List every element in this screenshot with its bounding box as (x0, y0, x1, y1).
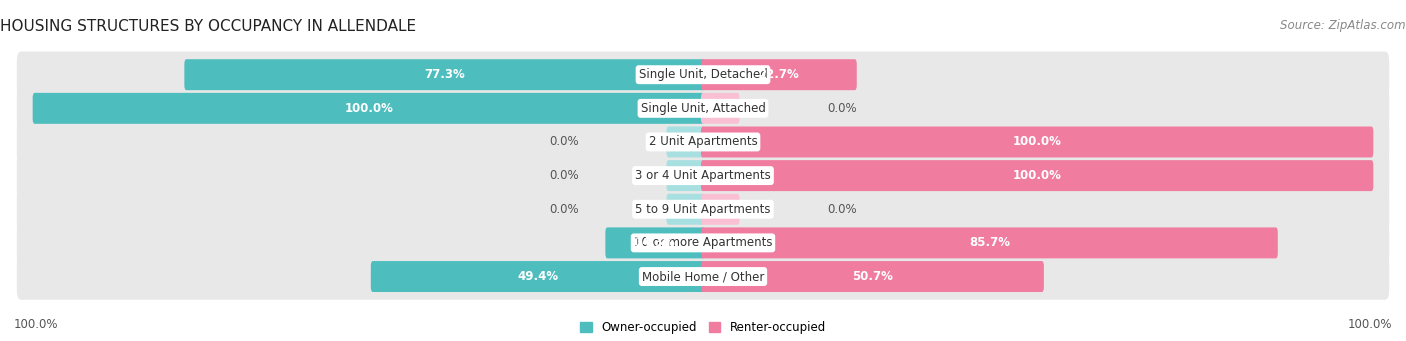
Text: 0.0%: 0.0% (827, 102, 856, 115)
FancyBboxPatch shape (17, 253, 1389, 300)
FancyBboxPatch shape (666, 160, 704, 191)
FancyBboxPatch shape (606, 227, 704, 258)
Text: 0.0%: 0.0% (550, 203, 579, 216)
Text: 100.0%: 100.0% (14, 317, 59, 330)
Text: HOUSING STRUCTURES BY OCCUPANCY IN ALLENDALE: HOUSING STRUCTURES BY OCCUPANCY IN ALLEN… (0, 19, 416, 34)
Text: 0.0%: 0.0% (827, 203, 856, 216)
Text: 3 or 4 Unit Apartments: 3 or 4 Unit Apartments (636, 169, 770, 182)
Text: 85.7%: 85.7% (969, 236, 1010, 249)
FancyBboxPatch shape (17, 152, 1389, 199)
Text: 100.0%: 100.0% (1012, 135, 1062, 148)
Text: 14.3%: 14.3% (634, 236, 676, 249)
Text: 0.0%: 0.0% (550, 169, 579, 182)
Text: Mobile Home / Other: Mobile Home / Other (641, 270, 765, 283)
FancyBboxPatch shape (702, 194, 740, 225)
FancyBboxPatch shape (371, 261, 704, 292)
FancyBboxPatch shape (17, 119, 1389, 165)
Text: 100.0%: 100.0% (1012, 169, 1062, 182)
FancyBboxPatch shape (702, 93, 740, 124)
Text: 100.0%: 100.0% (344, 102, 394, 115)
Text: 22.7%: 22.7% (758, 68, 799, 81)
FancyBboxPatch shape (184, 59, 704, 90)
FancyBboxPatch shape (32, 93, 704, 124)
Text: 2 Unit Apartments: 2 Unit Apartments (648, 135, 758, 148)
FancyBboxPatch shape (666, 194, 704, 225)
FancyBboxPatch shape (666, 127, 704, 158)
Text: Source: ZipAtlas.com: Source: ZipAtlas.com (1279, 19, 1406, 32)
FancyBboxPatch shape (17, 186, 1389, 233)
Text: 10 or more Apartments: 10 or more Apartments (634, 236, 772, 249)
Text: 49.4%: 49.4% (517, 270, 558, 283)
FancyBboxPatch shape (17, 85, 1389, 132)
Text: Single Unit, Detached: Single Unit, Detached (638, 68, 768, 81)
Text: 50.7%: 50.7% (852, 270, 893, 283)
Text: 0.0%: 0.0% (550, 135, 579, 148)
Text: 100.0%: 100.0% (1347, 317, 1392, 330)
FancyBboxPatch shape (702, 227, 1278, 258)
FancyBboxPatch shape (702, 160, 1374, 191)
FancyBboxPatch shape (17, 220, 1389, 266)
Text: 77.3%: 77.3% (425, 68, 465, 81)
FancyBboxPatch shape (17, 51, 1389, 98)
Legend: Owner-occupied, Renter-occupied: Owner-occupied, Renter-occupied (579, 321, 827, 334)
FancyBboxPatch shape (702, 59, 856, 90)
Text: Single Unit, Attached: Single Unit, Attached (641, 102, 765, 115)
FancyBboxPatch shape (702, 261, 1043, 292)
Text: 5 to 9 Unit Apartments: 5 to 9 Unit Apartments (636, 203, 770, 216)
FancyBboxPatch shape (702, 127, 1374, 158)
